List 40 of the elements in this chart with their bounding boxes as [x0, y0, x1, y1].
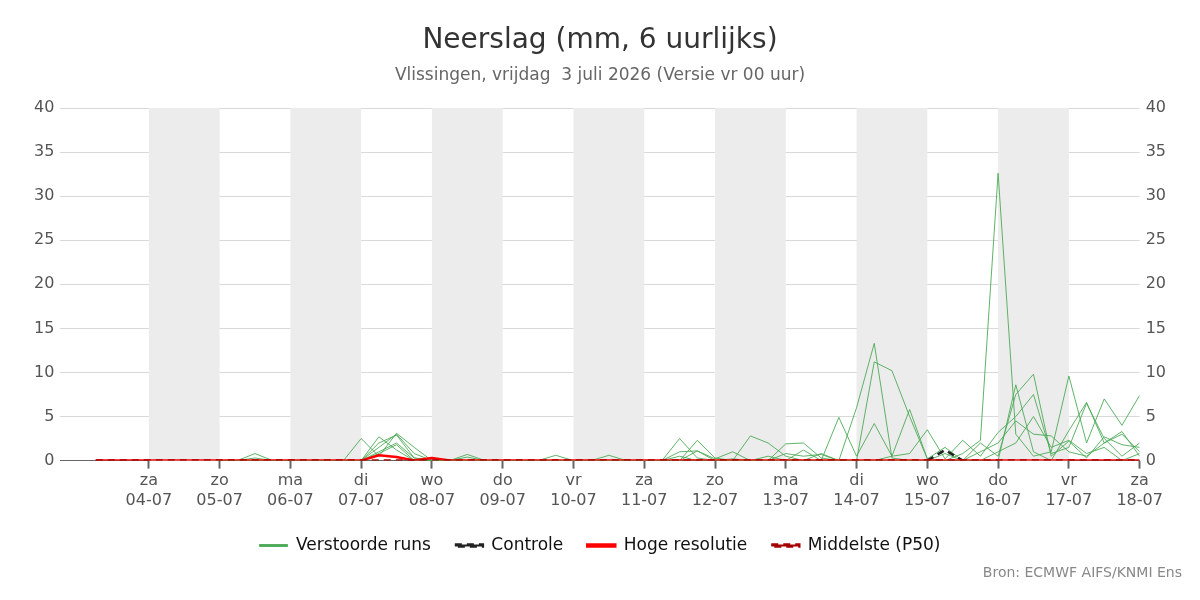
y-tick-label: 25 [34, 229, 55, 249]
x-tick-label: wo 15-07 [904, 470, 951, 509]
x-tick-label: di 07-07 [337, 470, 385, 509]
legend-label: Controle [491, 533, 564, 554]
legend-label: Hoge resolutie [623, 533, 748, 554]
x-tick-label: za 04-07 [125, 470, 173, 509]
y2-tick-label: 40 [1145, 97, 1166, 117]
y-tick-label: 30 [34, 185, 55, 205]
y2-tick-label: 15 [1145, 317, 1166, 337]
x-tick-label: do 09-07 [479, 470, 526, 509]
y-tick-label: 15 [34, 317, 55, 337]
x-tick-label: vr 17-07 [1045, 470, 1093, 509]
y-tick-label: 0 [44, 449, 55, 469]
chart-subtitle: Vlissingen, vrijdag 3 juli 2026 (Versie vr 00 uur) [394, 64, 806, 85]
x-tick-label: zo 12-07 [691, 470, 739, 509]
x-tick-label: ma 06-07 [267, 470, 314, 509]
y-tick-label: 20 [34, 273, 55, 293]
x-tick-label: ma 13-07 [762, 470, 810, 509]
x-tick-label: zo 05-07 [196, 470, 243, 509]
y2-tick-label: 0 [1145, 449, 1156, 469]
y2-tick-label: 30 [1145, 185, 1166, 205]
y2-tick-label: 10 [1145, 361, 1166, 381]
y-tick-label: 40 [34, 97, 55, 117]
x-tick-label: wo 08-07 [408, 470, 456, 509]
y2-tick-label: 35 [1145, 141, 1166, 161]
chart-title: Neerslag (mm, 6 uurlijks) [422, 22, 778, 56]
y2-tick-label: 20 [1145, 273, 1166, 293]
x-tick-label: za 11-07 [620, 470, 668, 509]
x-tick-label: di 14-07 [833, 470, 880, 509]
x-tick-label: za 18-07 [1116, 470, 1163, 509]
x-tick-label: do 16-07 [974, 470, 1022, 509]
y2-tick-label: 5 [1145, 405, 1156, 425]
y-tick-label: 10 [34, 361, 55, 381]
legend-label: Verstoorde runs [296, 533, 431, 554]
legend-label: Middelste (P50) [807, 533, 941, 554]
y-tick-label: 35 [34, 141, 55, 161]
text: Bron: ECMWF AIFS/KNMI Ens [982, 564, 1182, 580]
y-tick-label: 5 [44, 405, 55, 425]
y2-tick-label: 25 [1145, 229, 1166, 249]
x-tick-label: vr 10-07 [550, 470, 597, 509]
